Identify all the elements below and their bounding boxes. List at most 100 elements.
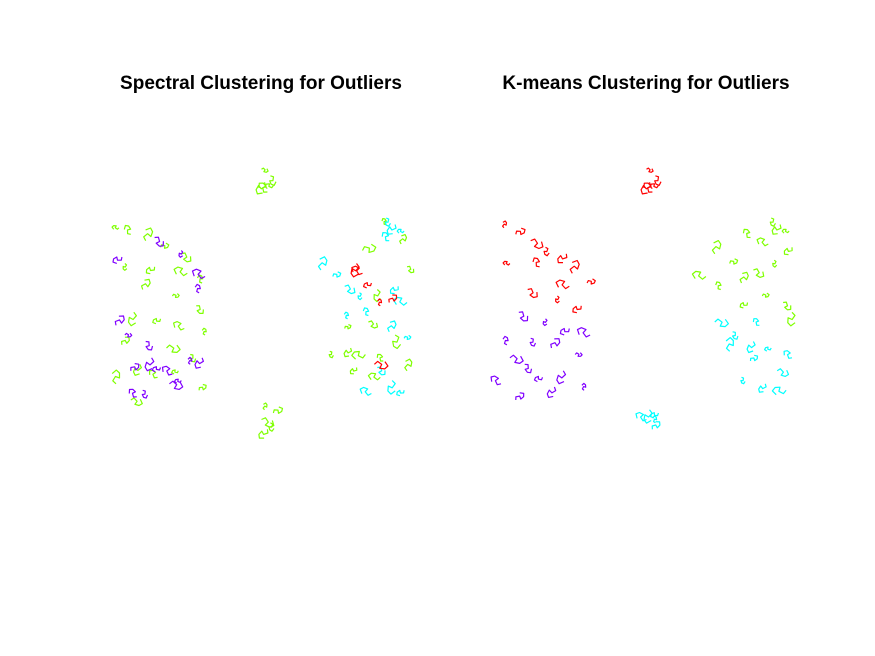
- cluster-0-point-42: [392, 334, 402, 350]
- cluster-1-point-12: [130, 363, 140, 371]
- cluster-1-point-15: [546, 386, 557, 398]
- cluster-0-point-7: [261, 417, 275, 428]
- cluster-2-point-15: [396, 389, 405, 397]
- cluster-0-point-4: [643, 182, 653, 193]
- cluster-2-point-5: [729, 258, 739, 265]
- cluster-0-point-6: [272, 406, 284, 414]
- cluster-2-point-1: [386, 224, 397, 235]
- cluster-0-point-12: [569, 259, 580, 274]
- cluster-0-point-27: [166, 344, 181, 353]
- cluster-0-point-29: [132, 364, 142, 376]
- cluster-3-point-5: [714, 318, 729, 328]
- cluster-0-point-34: [130, 397, 143, 407]
- cluster-3-point-2: [635, 411, 647, 422]
- cluster-0-point-0: [261, 167, 269, 173]
- cluster-1-point-8: [556, 370, 567, 385]
- cluster-1-point-13: [509, 354, 524, 364]
- cluster-2-point-3: [381, 232, 390, 242]
- spectral-clustering-plot-area: [111, 167, 415, 439]
- cluster-2-point-10: [362, 307, 370, 317]
- cluster-2-point-7: [357, 292, 363, 301]
- cluster-0-point-36: [343, 347, 353, 358]
- cluster-0-point-44: [367, 372, 381, 381]
- cluster-3-point-14: [758, 383, 767, 393]
- cluster-3-point-4: [388, 294, 398, 303]
- cluster-3-point-5: [373, 360, 389, 370]
- cluster-1-point-11: [581, 382, 587, 391]
- cluster-2-point-15: [739, 302, 749, 309]
- cluster-0-point-6: [515, 227, 526, 236]
- kmeans-clustering-plot-area: [490, 167, 796, 430]
- cluster-0-point-25: [201, 327, 207, 336]
- cluster-2-point-6: [753, 268, 765, 278]
- cluster-3-point-13: [740, 376, 746, 385]
- cluster-1-point-6: [124, 332, 133, 338]
- cluster-0-point-33: [198, 383, 207, 391]
- cluster-3-point-9: [783, 350, 793, 359]
- cluster-0-point-40: [344, 324, 352, 330]
- cluster-0-point-24: [173, 321, 185, 331]
- cluster-3-point-7: [746, 341, 756, 354]
- cluster-0-point-12: [143, 227, 154, 241]
- cluster-0-point-9: [557, 253, 568, 264]
- cluster-0-point-37: [351, 350, 366, 360]
- cluster-0-point-11: [123, 224, 132, 235]
- cluster-0-point-43: [349, 367, 358, 375]
- cluster-3-point-6: [732, 331, 739, 340]
- cluster-2-point-12: [403, 334, 412, 340]
- cluster-2-point-4: [317, 256, 328, 271]
- cluster-3-point-10: [725, 337, 734, 352]
- cluster-2-point-0: [384, 217, 392, 227]
- cluster-0-point-14: [527, 288, 538, 299]
- cluster-0-point-8: [268, 422, 275, 432]
- cluster-2-point-10: [715, 281, 722, 291]
- cluster-2-point-9: [393, 296, 408, 306]
- cluster-0-point-41: [368, 320, 379, 329]
- cluster-3-point-11: [749, 354, 759, 362]
- cluster-3-point-2: [351, 265, 363, 276]
- cluster-0-point-8: [543, 246, 550, 257]
- cluster-1-point-14: [529, 337, 537, 347]
- cluster-1-point-3: [576, 327, 591, 338]
- cluster-0-point-15: [122, 263, 128, 271]
- cluster-0-point-16: [145, 266, 156, 275]
- cluster-0-point-21: [196, 305, 204, 314]
- cluster-1-point-1: [178, 250, 184, 258]
- cluster-1-point-5: [550, 338, 561, 349]
- cluster-3-point-1: [650, 412, 659, 419]
- cluster-2-point-0: [769, 217, 777, 227]
- cluster-2-point-4: [711, 240, 722, 255]
- cluster-0-point-38: [376, 353, 384, 362]
- cluster-0-point-48: [406, 265, 415, 274]
- cluster-2-point-5: [332, 271, 342, 278]
- cluster-3-point-1: [363, 282, 372, 289]
- cluster-1-point-14: [141, 389, 149, 399]
- cluster-1-point-16: [173, 378, 182, 384]
- cluster-3-point-12: [776, 368, 790, 377]
- kmeans-clustering-title: K-means Clustering for Outliers: [502, 73, 789, 94]
- cluster-1-point-0: [154, 236, 164, 247]
- cluster-2-point-11: [739, 271, 749, 284]
- cluster-0-point-35: [328, 350, 334, 359]
- cluster-1-point-3: [191, 268, 206, 279]
- cluster-1-point-2: [559, 327, 570, 336]
- kmeans-clustering-panel: K-means Clustering for Outliers: [490, 73, 796, 430]
- cluster-0-point-5: [502, 220, 508, 229]
- cluster-2-point-13: [783, 301, 792, 311]
- cluster-0-point-23: [152, 317, 162, 325]
- cluster-1-point-7: [524, 363, 533, 374]
- cluster-1-point-4: [194, 283, 201, 294]
- cluster-0-point-1: [654, 175, 662, 186]
- spectral-clustering-title: Spectral Clustering for Outliers: [120, 73, 402, 94]
- cluster-0-point-1: [269, 175, 277, 186]
- cluster-0-point-10: [111, 225, 120, 230]
- cluster-1-point-2: [112, 256, 123, 264]
- cluster-0-point-31: [148, 369, 158, 379]
- cluster-1-point-5: [114, 315, 125, 326]
- cluster-0-point-22: [127, 311, 137, 327]
- cluster-1-point-6: [574, 352, 583, 357]
- cluster-1-point-12: [515, 392, 525, 401]
- cluster-2-point-14: [387, 380, 396, 395]
- cluster-0-point-28: [189, 353, 197, 363]
